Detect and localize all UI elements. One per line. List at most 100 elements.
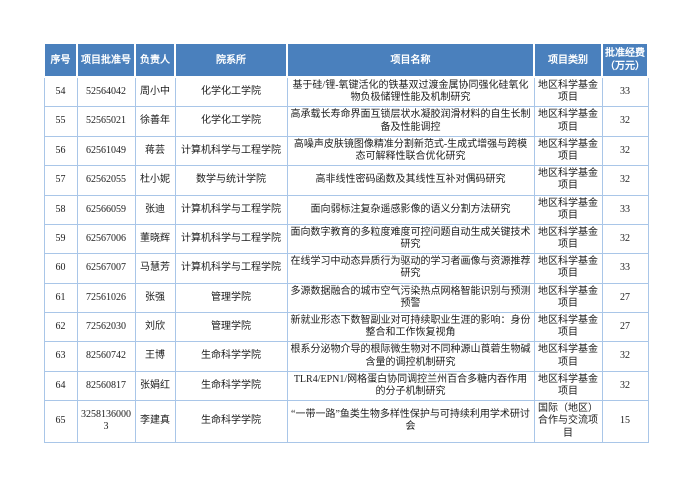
cell-project-name: 多源数据融合的城市空气污染热点网格智能识别与预测预警	[286, 282, 535, 314]
cell-leader: 周小中	[134, 76, 176, 108]
cell-category: 国际（地区）合作与交流项目	[533, 400, 603, 443]
table-row: 54 52564042 周小中 化学化工学院 基于硅/锂-氧键活化的铁基双过渡金…	[43, 76, 649, 108]
cell-category: 地区科学基金项目	[533, 76, 603, 108]
cell-leader: 刘欣	[134, 311, 176, 343]
table-row: 60 62567007 马慧芳 计算机科学与工程学院 在线学习中动态异质行为驱动…	[43, 253, 649, 284]
cell-leader: 王博	[134, 341, 176, 372]
cell-funding: 32	[601, 341, 649, 372]
cell-project-name: 面向弱标注复杂遥感影像的语义分割方法研究	[286, 194, 535, 225]
cell-approval-no: 72562030	[76, 311, 136, 343]
cell-approval-no: 32581360003	[76, 400, 136, 443]
cell-approval-no: 52564042	[76, 76, 136, 108]
cell-seq: 60	[43, 253, 78, 284]
cell-approval-no: 62562055	[76, 165, 136, 196]
cell-project-name: 面向数字教育的多粒度难度可控问题自动生成关键技术研究	[286, 223, 535, 255]
cell-department: 化学化工学院	[174, 106, 288, 137]
cell-category: 地区科学基金项目	[533, 106, 603, 137]
cell-approval-no: 82560817	[76, 370, 136, 402]
cell-approval-no: 62561049	[76, 135, 136, 167]
cell-seq: 54	[43, 76, 78, 108]
cell-category: 地区科学基金项目	[533, 194, 603, 225]
header-project-name: 项目名称	[286, 42, 535, 78]
table-row: 58 62566059 张迪 计算机科学与工程学院 面向弱标注复杂遥感影像的语义…	[43, 194, 649, 225]
cell-funding: 32	[601, 223, 649, 255]
cell-approval-no: 62566059	[76, 194, 136, 225]
table-row: 57 62562055 杜小妮 数学与统计学院 高非线性密码函数及其线性互补对偶…	[43, 165, 649, 196]
cell-funding: 27	[601, 311, 649, 343]
cell-seq: 65	[43, 400, 78, 443]
cell-category: 地区科学基金项目	[533, 165, 603, 196]
cell-funding: 33	[601, 76, 649, 108]
cell-funding: 32	[601, 106, 649, 137]
cell-department: 管理学院	[174, 282, 288, 314]
cell-project-name: 根系分泌物介导的根际微生物对不同种源山莨菪生物碱含量的调控机制研究	[286, 341, 535, 372]
header-funding: 批准经费（万元）	[601, 42, 649, 78]
cell-funding: 27	[601, 282, 649, 314]
cell-funding: 32	[601, 370, 649, 402]
cell-funding: 32	[601, 135, 649, 167]
table-row: 64 82560817 张娟红 生命科学学院 TLR4/EPN1/网格蛋白协同调…	[43, 370, 649, 402]
cell-project-name: 高噪声皮肤镜图像精准分割新范式-生成式增强与跨模态可解释性联合优化研究	[286, 135, 535, 167]
cell-funding: 33	[601, 253, 649, 284]
cell-funding: 32	[601, 165, 649, 196]
table-row: 63 82560742 王博 生命科学学院 根系分泌物介导的根际微生物对不同种源…	[43, 341, 649, 372]
cell-leader: 董晓辉	[134, 223, 176, 255]
cell-funding: 15	[601, 400, 649, 443]
cell-department: 计算机科学与工程学院	[174, 253, 288, 284]
cell-project-name: 高承载长寿命界面互锁层状水凝胶润滑材料的自生长制备及性能调控	[286, 106, 535, 137]
header-seq: 序号	[43, 42, 78, 78]
cell-funding: 33	[601, 194, 649, 225]
cell-seq: 57	[43, 165, 78, 196]
cell-leader: 张娟红	[134, 370, 176, 402]
cell-seq: 55	[43, 106, 78, 137]
header-leader: 负责人	[134, 42, 176, 78]
cell-department: 管理学院	[174, 311, 288, 343]
header-approval-no: 项目批准号	[76, 42, 136, 78]
header-department: 院系所	[174, 42, 288, 78]
cell-project-name: 在线学习中动态异质行为驱动的学习者画像与资源推荐研究	[286, 253, 535, 284]
cell-category: 地区科学基金项目	[533, 370, 603, 402]
cell-department: 化学化工学院	[174, 76, 288, 108]
table-row: 56 62561049 蒋芸 计算机科学与工程学院 高噪声皮肤镜图像精准分割新范…	[43, 135, 649, 167]
table-row: 62 72562030 刘欣 管理学院 新就业形态下数智副业对可持续职业生涯的影…	[43, 311, 649, 343]
cell-leader: 杜小妮	[134, 165, 176, 196]
cell-approval-no: 82560742	[76, 341, 136, 372]
cell-leader: 李建真	[134, 400, 176, 443]
table-row: 61 72561026 张强 管理学院 多源数据融合的城市空气污染热点网格智能识…	[43, 282, 649, 314]
cell-department: 计算机科学与工程学院	[174, 223, 288, 255]
cell-seq: 62	[43, 311, 78, 343]
cell-leader: 张强	[134, 282, 176, 314]
cell-seq: 61	[43, 282, 78, 314]
cell-approval-no: 62567007	[76, 253, 136, 284]
cell-seq: 56	[43, 135, 78, 167]
cell-seq: 64	[43, 370, 78, 402]
project-funding-table: 序号 项目批准号 负责人 院系所 项目名称 项目类别 批准经费（万元） 54 5…	[43, 42, 649, 443]
cell-department: 生命科学学院	[174, 400, 288, 443]
cell-project-name: 高非线性密码函数及其线性互补对偶码研究	[286, 165, 535, 196]
cell-project-name: “一带一路”鱼类生物多样性保护与可持续利用学术研讨会	[286, 400, 535, 443]
cell-department: 计算机科学与工程学院	[174, 135, 288, 167]
cell-category: 地区科学基金项目	[533, 341, 603, 372]
cell-department: 生命科学学院	[174, 341, 288, 372]
cell-leader: 马慧芳	[134, 253, 176, 284]
cell-seq: 63	[43, 341, 78, 372]
table-row: 55 52565021 徐善年 化学化工学院 高承载长寿命界面互锁层状水凝胶润滑…	[43, 106, 649, 137]
cell-department: 计算机科学与工程学院	[174, 194, 288, 225]
cell-approval-no: 72561026	[76, 282, 136, 314]
cell-leader: 蒋芸	[134, 135, 176, 167]
cell-leader: 徐善年	[134, 106, 176, 137]
cell-department: 数学与统计学院	[174, 165, 288, 196]
cell-project-name: 新就业形态下数智副业对可持续职业生涯的影响：身份整合和工作恢复视角	[286, 311, 535, 343]
table-row: 65 32581360003 李建真 生命科学学院 “一带一路”鱼类生物多样性保…	[43, 400, 649, 443]
table-header-row: 序号 项目批准号 负责人 院系所 项目名称 项目类别 批准经费（万元）	[43, 42, 649, 78]
cell-category: 地区科学基金项目	[533, 135, 603, 167]
cell-category: 地区科学基金项目	[533, 282, 603, 314]
cell-category: 地区科学基金项目	[533, 253, 603, 284]
cell-seq: 58	[43, 194, 78, 225]
cell-seq: 59	[43, 223, 78, 255]
cell-approval-no: 52565021	[76, 106, 136, 137]
table-row: 59 62567006 董晓辉 计算机科学与工程学院 面向数字教育的多粒度难度可…	[43, 223, 649, 255]
cell-project-name: TLR4/EPN1/网格蛋白协同调控兰州百合多糖内吞作用的分子机制研究	[286, 370, 535, 402]
cell-category: 地区科学基金项目	[533, 223, 603, 255]
